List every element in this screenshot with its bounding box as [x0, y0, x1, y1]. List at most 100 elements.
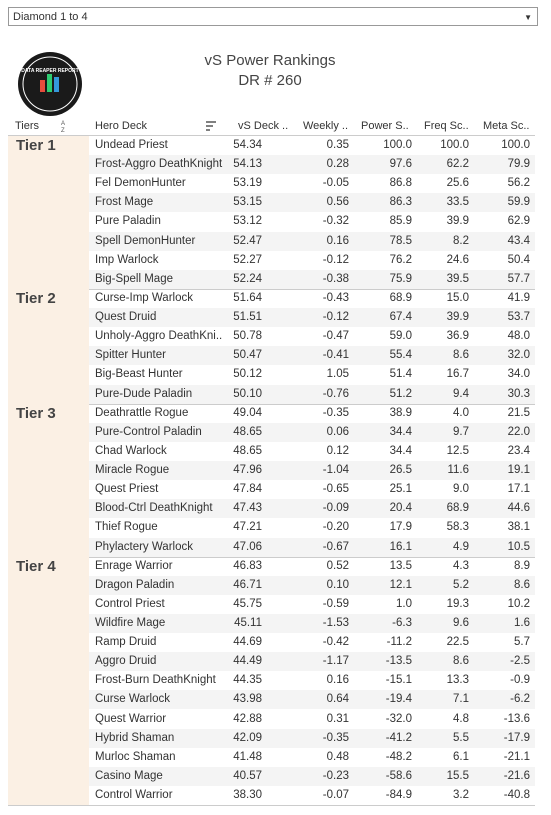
row-stripe — [89, 384, 535, 404]
stat-value: 54.34 — [233, 139, 262, 151]
stat-value: 48.65 — [233, 425, 262, 438]
stat-value: 0.56 — [326, 196, 349, 209]
stat-value: 44.6 — [507, 502, 530, 515]
stat-value: 0.31 — [326, 712, 349, 725]
stat-value: 0.28 — [326, 158, 349, 171]
stat-value: 8.9 — [514, 559, 530, 572]
stat-value: 15.0 — [446, 291, 469, 304]
stat-value: 52.24 — [233, 272, 262, 285]
stat-value: 51.51 — [233, 311, 262, 324]
stat-value: -0.12 — [322, 311, 349, 324]
stat-value: 50.12 — [233, 368, 262, 381]
stat-value: -84.9 — [385, 789, 412, 802]
stat-value: 100.0 — [501, 139, 530, 151]
stat-value: -1.17 — [322, 655, 349, 668]
stat-value: 0.16 — [326, 234, 349, 247]
stat-value: 11.6 — [447, 464, 469, 477]
stat-value: 53.12 — [233, 215, 262, 228]
stat-value: -0.35 — [322, 731, 349, 744]
stat-value: 19.1 — [507, 464, 530, 477]
stat-value: 15.5 — [446, 769, 469, 782]
stat-value: 51.64 — [233, 291, 262, 304]
sort-icon[interactable]: AZ — [60, 119, 70, 133]
deck-name: Hybrid Shaman — [95, 731, 175, 744]
stat-value: 47.06 — [233, 540, 262, 553]
deck-name: Control Warrior — [95, 789, 173, 802]
stat-value: 22.5 — [446, 636, 469, 649]
stat-value: 50.4 — [507, 253, 530, 266]
stat-value: 10.2 — [507, 597, 530, 610]
stat-value: 9.7 — [453, 425, 469, 438]
stat-value: 39.9 — [446, 215, 469, 228]
logo-bar — [47, 74, 52, 92]
subtitle: DR # 260 — [238, 72, 302, 89]
column-header[interactable]: Freq Sc.. — [424, 120, 469, 132]
stat-value: 34.4 — [389, 425, 412, 438]
deck-name: Pure Paladin — [95, 215, 161, 228]
stat-value: 8.6 — [514, 578, 530, 591]
tier-cell — [8, 288, 89, 404]
stat-value: 38.30 — [233, 789, 262, 802]
stat-value: -11.2 — [386, 636, 412, 649]
column-header[interactable]: Hero Deck — [95, 120, 147, 132]
tier-cell — [8, 136, 89, 289]
row-stripe — [89, 231, 535, 251]
stat-value: -21.6 — [503, 769, 530, 782]
deck-name: Pure-Dude Paladin — [95, 387, 193, 400]
deck-name: Wildfire Mage — [95, 617, 166, 629]
stat-value: 86.3 — [389, 196, 412, 209]
stat-value: 17.9 — [389, 521, 412, 534]
row-stripe — [89, 614, 535, 633]
deck-name: Fel DemonHunter — [95, 177, 186, 190]
column-header[interactable]: Weekly .. — [303, 120, 349, 132]
row-stripe — [89, 308, 535, 328]
stat-value: -0.05 — [322, 177, 349, 190]
stat-value: -0.35 — [322, 406, 349, 419]
deck-name: Spitter Hunter — [95, 349, 166, 362]
stat-value: 33.5 — [446, 196, 469, 209]
stat-value: 50.10 — [233, 387, 262, 400]
stat-value: 12.5 — [446, 444, 469, 457]
column-header[interactable]: Tiers — [15, 120, 40, 132]
stat-value: 47.21 — [233, 521, 262, 534]
stat-value: 43.4 — [507, 234, 530, 247]
filter-dropdown[interactable]: Diamond 1 to 4 ▼ — [8, 7, 538, 26]
stat-value: -1.53 — [322, 617, 349, 629]
stat-value: 50.47 — [233, 349, 262, 362]
deck-name: Frost-Aggro DeathKnight — [95, 158, 223, 171]
column-header[interactable]: Meta Sc.. — [483, 120, 530, 132]
stat-value: 52.47 — [233, 234, 262, 247]
stat-value: -19.4 — [385, 693, 412, 706]
deck-name: Miracle Rogue — [95, 464, 170, 477]
stat-value: 13.3 — [446, 674, 469, 687]
stat-value: 16.1 — [389, 540, 412, 553]
stat-value: 86.8 — [389, 177, 412, 190]
header-line — [8, 135, 535, 136]
stat-value: 0.35 — [326, 139, 349, 151]
stat-value: -17.9 — [503, 731, 530, 744]
stat-value: -48.2 — [385, 750, 412, 763]
sort-icon[interactable] — [205, 120, 217, 132]
stat-value: 53.19 — [233, 177, 262, 190]
stat-value: 68.9 — [446, 502, 469, 515]
tier-separator — [8, 288, 535, 290]
stat-value: 48.65 — [233, 444, 262, 457]
stat-value: 76.2 — [389, 253, 412, 266]
tier-separator — [8, 403, 535, 405]
stat-value: -13.5 — [385, 655, 412, 668]
stat-value: 47.96 — [233, 464, 262, 477]
stat-value: -0.32 — [322, 215, 349, 228]
svg-text:Z: Z — [61, 128, 65, 133]
stat-value: -0.67 — [322, 540, 349, 553]
deck-name: Deathrattle Rogue — [95, 406, 189, 419]
stat-value: 53.7 — [507, 311, 530, 324]
stat-value: 4.3 — [453, 559, 469, 572]
svg-text:A: A — [61, 121, 65, 127]
column-header[interactable]: Power S.. — [361, 120, 409, 132]
stat-value: -6.3 — [392, 617, 412, 629]
tier-label: Tier 3 — [16, 404, 56, 422]
column-header[interactable]: vS Deck .. — [238, 120, 289, 132]
stat-value: 44.49 — [233, 655, 262, 668]
stat-value: -0.20 — [322, 521, 349, 534]
stat-value: 34.0 — [507, 368, 530, 381]
